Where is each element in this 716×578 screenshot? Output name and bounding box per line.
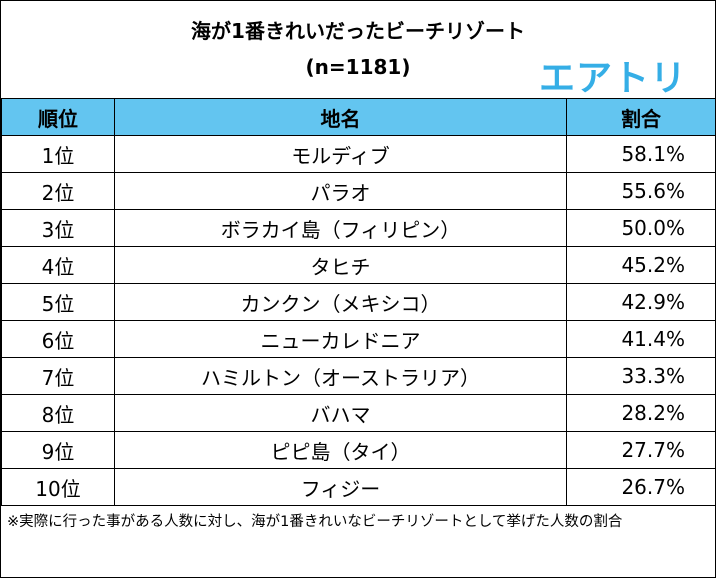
place-cell: モルディブ (114, 135, 567, 173)
ratio-cell: 55.6% (566, 172, 716, 210)
table-row: 4位 タヒチ 45.2% (1, 246, 716, 284)
place-cell: タヒチ (114, 246, 567, 284)
rank-cell: 9位 (1, 431, 115, 469)
ratio-cell: 27.7% (566, 431, 716, 469)
place-cell: ハミルトン（オーストラリア） (114, 357, 567, 395)
rank-cell: 4位 (1, 246, 115, 284)
column-header-place: 地名 (114, 98, 567, 136)
ratio-cell: 50.0% (566, 209, 716, 247)
table-row: 5位 カンクン（メキシコ） 42.9% (1, 283, 716, 321)
figure-header: 海が1番きれいだったビーチリゾート (n=1181) エアトリ (1, 1, 715, 99)
rank-cell: 1位 (1, 135, 115, 173)
table-row: 3位 ボラカイ島（フィリピン） 50.0% (1, 209, 716, 247)
rank-cell: 7位 (1, 357, 115, 395)
ratio-cell: 26.7% (566, 468, 716, 506)
rank-cell: 2位 (1, 172, 115, 210)
place-cell: バハマ (114, 394, 567, 432)
rank-cell: 5位 (1, 283, 115, 321)
ratio-cell: 33.3% (566, 357, 716, 395)
column-header-ratio: 割合 (566, 98, 716, 136)
place-cell: パラオ (114, 172, 567, 210)
place-cell: フィジー (114, 468, 567, 506)
ratio-cell: 45.2% (566, 246, 716, 284)
place-cell: ピピ島（タイ） (114, 431, 567, 469)
ratio-cell: 41.4% (566, 320, 716, 358)
page-title: 海が1番きれいだったビーチリゾート (191, 19, 525, 43)
rank-cell: 10位 (1, 468, 115, 506)
table-header-row: 順位 地名 割合 (1, 98, 716, 136)
column-header-rank: 順位 (1, 98, 115, 136)
sample-size-label: (n=1181) (305, 55, 411, 79)
table-row: 8位 バハマ 28.2% (1, 394, 716, 432)
place-cell: ボラカイ島（フィリピン） (114, 209, 567, 247)
table-row: 9位 ピピ島（タイ） 27.7% (1, 431, 716, 469)
ratio-cell: 28.2% (566, 394, 716, 432)
table-row: 7位 ハミルトン（オーストラリア） 33.3% (1, 357, 716, 395)
table-row: 2位 パラオ 55.6% (1, 172, 716, 210)
ranking-table: 順位 地名 割合 1位 モルディブ 58.1% 2位 パラオ 55.6% 3位 … (1, 98, 716, 506)
ratio-cell: 42.9% (566, 283, 716, 321)
table-row: 1位 モルディブ 58.1% (1, 135, 716, 173)
ratio-cell: 58.1% (566, 135, 716, 173)
rank-cell: 6位 (1, 320, 115, 358)
footnote: ※実際に行った事がある人数に対し、海が1番きれいなビーチリゾートとして挙げた人数… (7, 514, 623, 530)
place-cell: カンクン（メキシコ） (114, 283, 567, 321)
place-cell: ニューカレドニア (114, 320, 567, 358)
airtrip-logo: エアトリ (539, 58, 688, 99)
table-row: 6位 ニューカレドニア 41.4% (1, 320, 716, 358)
rank-cell: 3位 (1, 209, 115, 247)
table-row: 10位 フィジー 26.7% (1, 468, 716, 506)
rank-cell: 8位 (1, 394, 115, 432)
